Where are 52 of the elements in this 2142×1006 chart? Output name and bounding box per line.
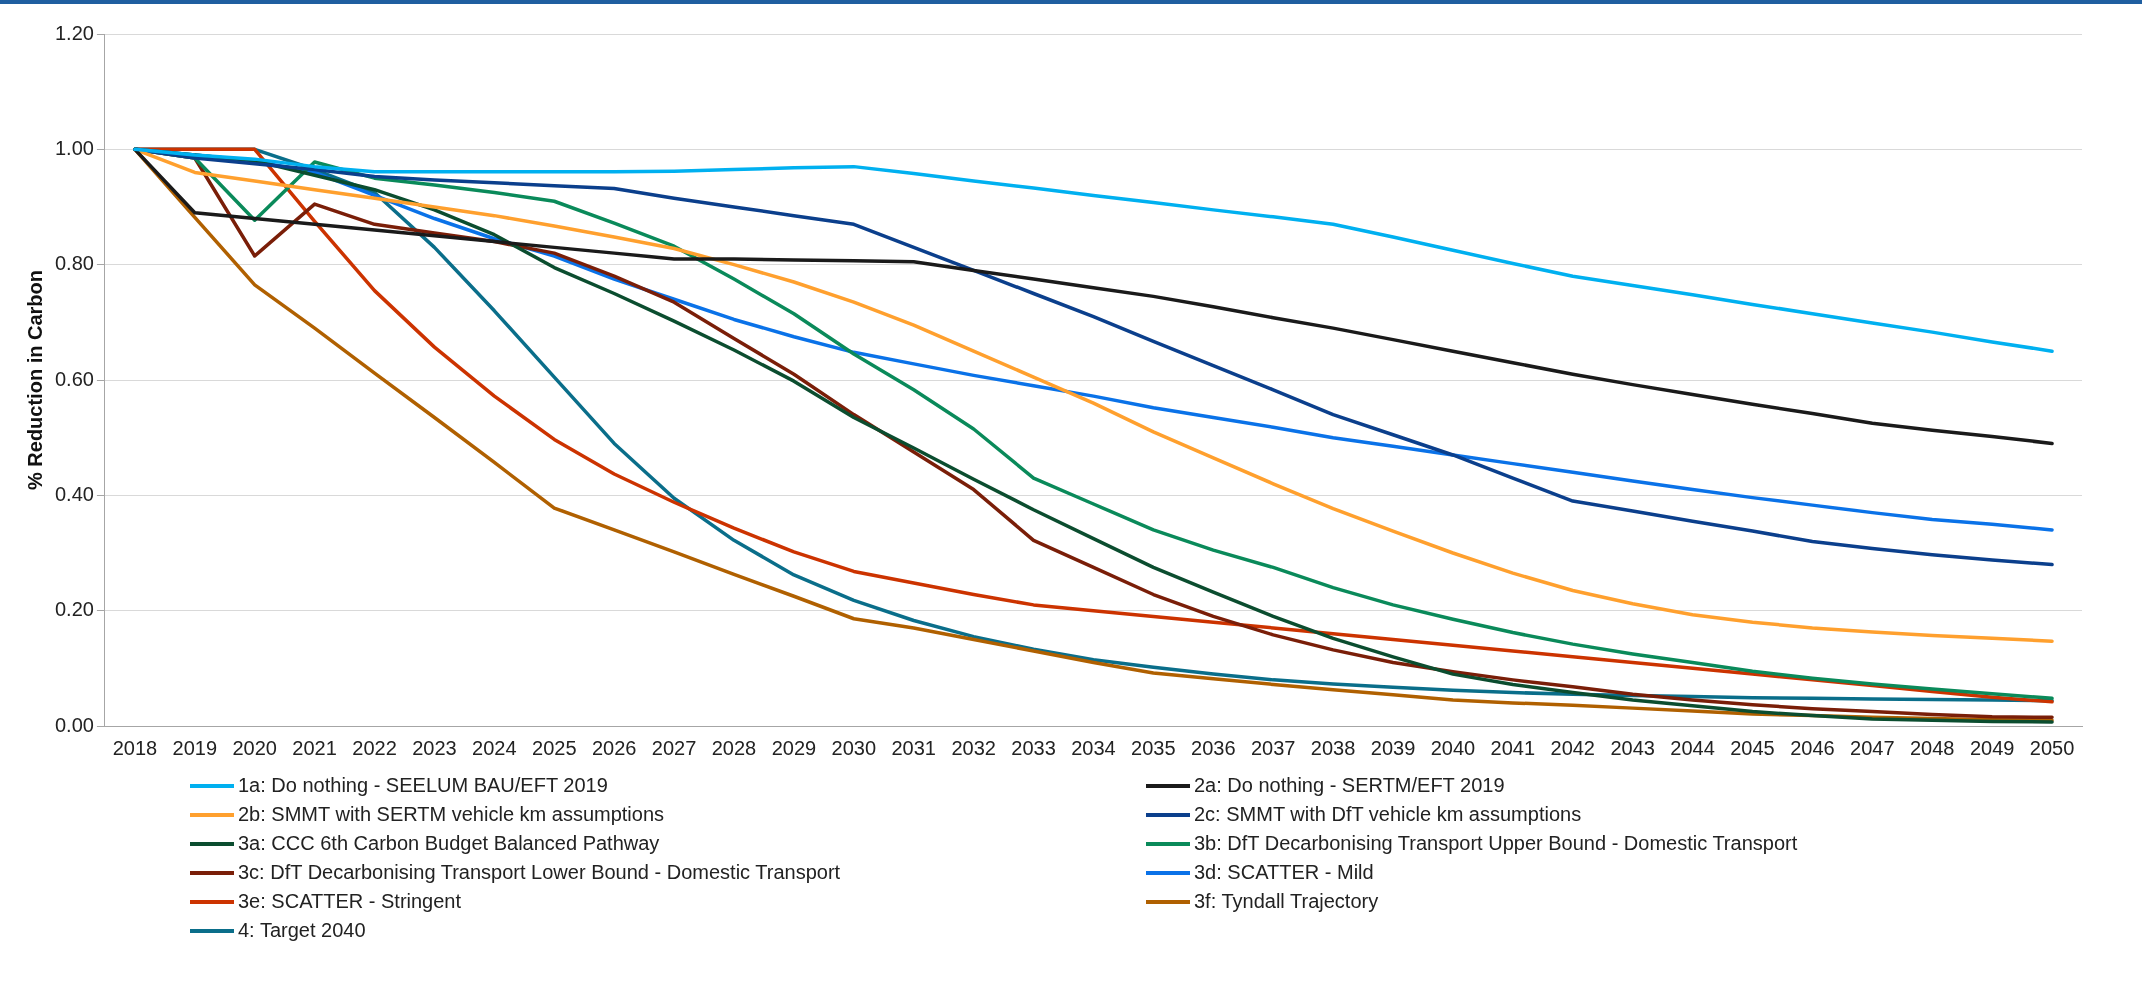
- x-tick-label: 2039: [1370, 736, 1416, 759]
- x-tick-label: 2018: [112, 736, 158, 759]
- x-tick-label: 2034: [1071, 736, 1116, 759]
- x-tick-label: 2036: [1191, 736, 1236, 759]
- legend-label: 3f: Tyndall Trajectory: [1194, 890, 1379, 913]
- x-tick-label: 2019: [172, 736, 218, 759]
- y-tick-label: 0.00: [54, 713, 94, 736]
- x-tick-label: 2021: [292, 736, 337, 759]
- x-tick-label: 2040: [1430, 736, 1476, 759]
- x-tick-label: 2035: [1131, 736, 1176, 759]
- x-tick-label: 2037: [1250, 736, 1296, 759]
- x-tick-label: 2025: [532, 736, 577, 759]
- y-tick-label: 1.20: [54, 21, 94, 44]
- x-tick-label: 2043: [1610, 736, 1655, 759]
- x-tick-label: 2030: [831, 736, 877, 759]
- x-tick-label: 2028: [711, 736, 757, 759]
- x-tick-label: 2031: [891, 736, 936, 759]
- legend-label: 3c: DfT Decarbonising Transport Lower Bound - Domestic Transport: [238, 861, 841, 884]
- x-tick-label: 2022: [352, 736, 397, 759]
- x-tick-label: 2048: [1909, 736, 1955, 759]
- legend-label: 1a: Do nothing - SEELUM BAU/EFT 2019: [238, 774, 608, 797]
- y-tick-label: 1.00: [54, 136, 94, 159]
- legend-label: 3a: CCC 6th Carbon Budget Balanced Pathway: [238, 832, 660, 855]
- x-tick-label: 2046: [1790, 736, 1835, 759]
- x-tick-label: 2032: [951, 736, 996, 759]
- x-tick-label: 2027: [651, 736, 697, 759]
- x-tick-label: 2026: [591, 736, 637, 759]
- legend-label: 3d: SCATTER - Mild: [1194, 861, 1374, 884]
- x-tick-label: 2044: [1670, 736, 1715, 759]
- x-tick-label: 2024: [472, 736, 517, 759]
- x-tick-label: 2042: [1550, 736, 1595, 759]
- x-tick-label: 2029: [771, 736, 817, 759]
- legend-label: 2b: SMMT with SERTM vehicle km assumptions: [238, 803, 665, 826]
- y-tick-label: 0.20: [54, 598, 94, 621]
- legend-label: 2c: SMMT with DfT vehicle km assumptions: [1194, 803, 1582, 826]
- x-tick-label: 2049: [1969, 736, 2015, 759]
- x-tick-label: 2033: [1011, 736, 1056, 759]
- y-tick-label: 0.80: [54, 252, 94, 275]
- legend-label: 2a: Do nothing - SERTM/EFT 2019: [1194, 774, 1505, 797]
- legend-label: 3b: DfT Decarbonising Transport Upper Bound - Domestic Transport: [1194, 832, 1798, 855]
- x-tick-label: 2038: [1310, 736, 1356, 759]
- x-tick-label: 2041: [1490, 736, 1536, 759]
- x-tick-label: 2023: [412, 736, 457, 759]
- legend-label: 4: Target 2040: [238, 919, 366, 942]
- x-tick-label: 2045: [1730, 736, 1775, 759]
- x-tick-label: 2050: [2029, 736, 2075, 759]
- x-tick-label: 2047: [1850, 736, 1895, 759]
- x-tick-label: 2020: [232, 736, 277, 759]
- y-tick-label: 0.60: [54, 367, 94, 390]
- legend-label: 3e: SCATTER - Stringent: [238, 890, 462, 913]
- y-tick-label: 0.40: [54, 482, 94, 505]
- y-axis-title: % Reduction in Carbon: [23, 270, 46, 490]
